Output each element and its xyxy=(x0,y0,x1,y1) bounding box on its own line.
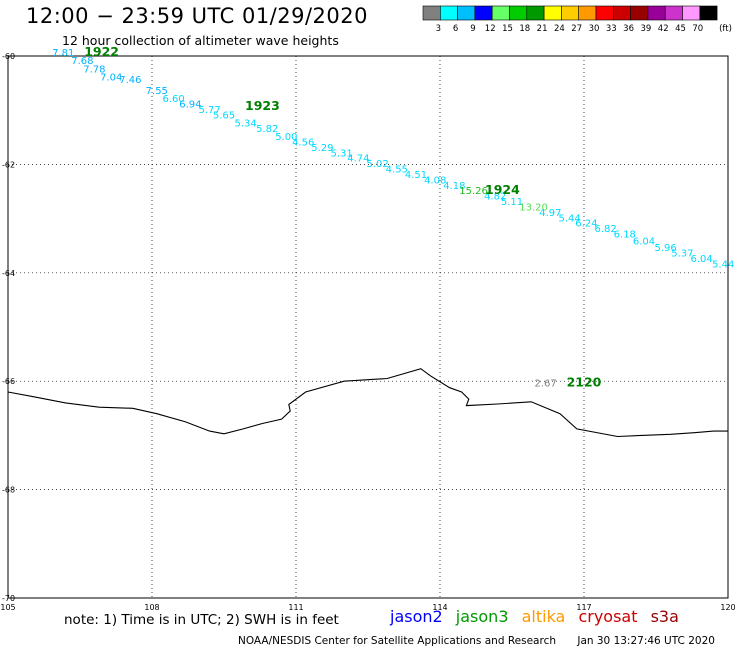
wave-height-label: 6.18 xyxy=(614,230,636,241)
wave-height-label: 5.77 xyxy=(198,105,220,116)
wave-height-label: 4.82 xyxy=(484,192,506,203)
wave-height-label: 7.46 xyxy=(119,75,141,86)
latitude-tick-label: -64 xyxy=(2,269,15,278)
colorbar-label: 9 xyxy=(470,24,475,34)
wave-height-colorbar: 3 6 9 12 15 18 21 24 27 30 33 36 39 42 45 70 (ft) xyxy=(422,5,732,34)
coastline xyxy=(7,368,728,438)
wave-height-label: 7.04 xyxy=(100,72,122,83)
longitude-tick-label: 108 xyxy=(144,603,159,612)
colorbar-bin xyxy=(699,5,718,21)
longitude-tick-label: 105 xyxy=(0,603,15,612)
pass-number-label: 1923 xyxy=(245,98,280,113)
map-grid xyxy=(8,56,728,598)
pass-number-label: 1924 xyxy=(485,182,520,197)
antarctic-coastline xyxy=(7,368,728,438)
map-ticks: 105 108 111 114 117 120 -60 -62 -64 -66 -68 -70 xyxy=(0,52,735,612)
colorbar-label: 6 xyxy=(453,24,458,34)
colorbar-label: 45 xyxy=(675,24,686,34)
wave-height-label: 4.55 xyxy=(386,165,408,176)
wave-height-label: 6.24 xyxy=(575,219,597,230)
wave-height-labels: 7.817.687.787.047.46 7.556.606.945.775.65… xyxy=(52,48,734,390)
wave-height-label: 5.29 xyxy=(311,143,333,154)
pass-number-label: 2120 xyxy=(567,375,602,390)
footer-credit: NOAA/NESDIS Center for Satellite Applica… xyxy=(238,635,715,647)
wave-height-label: 15.26 xyxy=(459,186,488,197)
latitude-tick-label: -68 xyxy=(2,486,15,495)
page-title: 12:00 − 23:59 UTC 01/29/2020 xyxy=(26,4,369,28)
wave-height-label: 7.68 xyxy=(71,56,93,67)
colorbar-label: 36 xyxy=(623,24,634,34)
colorbar-label: 27 xyxy=(571,24,582,34)
colorbar-label: 18 xyxy=(519,24,530,34)
map-frame xyxy=(7,55,729,599)
wave-height-label: 5.82 xyxy=(256,124,278,135)
pass-number-labels: 1922 1923 1924 2120 xyxy=(84,44,601,390)
satellite-s3a: s3a xyxy=(650,607,679,626)
map-border xyxy=(7,55,729,599)
longitude-tick-label: 117 xyxy=(576,603,591,612)
colorbar-label: 33 xyxy=(606,24,617,34)
wave-height-label: 5.00 xyxy=(275,132,297,143)
wave-height-label: 6.04 xyxy=(690,254,712,265)
generated-timestamp: Jan 30 13:27:46 UTC 2020 xyxy=(577,635,715,647)
wave-height-label: 13.20 xyxy=(519,202,548,213)
latitude-tick-label: -60 xyxy=(2,52,15,61)
wave-height-label: 5.02 xyxy=(366,159,388,170)
wave-height-label: 5.11 xyxy=(501,197,523,208)
colorbar-label: 39 xyxy=(640,24,651,34)
wave-height-label: 4.51 xyxy=(405,170,427,181)
wave-height-label: 5.44 xyxy=(558,213,580,224)
satellite-jason2: jason2 xyxy=(390,607,443,626)
longitude-tick-label: 111 xyxy=(288,603,303,612)
wave-height-label: 4.97 xyxy=(539,208,561,219)
latitude-tick-label: -70 xyxy=(2,594,15,603)
wave-height-label: 5.44 xyxy=(712,259,734,270)
wave-height-label: 6.60 xyxy=(162,94,184,105)
wave-height-label: 4.74 xyxy=(347,154,369,165)
wave-height-label: 5.37 xyxy=(671,249,693,260)
colorbar-label: 42 xyxy=(658,24,669,34)
colorbar-unit: (ft) xyxy=(719,24,732,34)
satellite-cryosat: cryosat xyxy=(578,607,638,626)
wave-height-label: 7.55 xyxy=(146,86,168,97)
pass-number-label: 1922 xyxy=(84,44,119,59)
colorbar-label: 12 xyxy=(485,24,496,34)
wave-height-label: 4.08 xyxy=(424,175,446,186)
wave-height-label: 2.67 xyxy=(534,379,556,390)
wave-height-label: 7.81 xyxy=(52,48,74,59)
wave-height-label: 4.18 xyxy=(443,181,465,192)
credit-text: NOAA/NESDIS Center for Satellite Applica… xyxy=(238,635,556,647)
wave-height-label: 5.31 xyxy=(330,148,352,159)
wave-height-label: 5.65 xyxy=(213,110,235,121)
colorbar-label: 21 xyxy=(537,24,548,34)
wave-height-label: 6.04 xyxy=(633,237,655,248)
wave-height-label: 5.34 xyxy=(234,118,256,129)
wave-height-label: 5.96 xyxy=(654,243,676,254)
wave-height-label: 6.82 xyxy=(594,224,616,235)
colorbar-label: 30 xyxy=(589,24,600,34)
satellite-legend: jason2 jason3 altika cryosat s3a xyxy=(390,607,687,626)
latitude-tick-label: -66 xyxy=(2,377,15,386)
longitude-tick-label: 120 xyxy=(720,603,735,612)
colorbar-label: 70 xyxy=(692,24,703,34)
wave-height-label: 4.56 xyxy=(292,137,314,148)
footer-note: note: 1) Time is in UTC; 2) SWH is in fe… xyxy=(64,612,339,628)
page-subtitle: 12 hour collection of altimeter wave hei… xyxy=(62,33,339,48)
colorbar-label: 3 xyxy=(436,24,441,34)
satellite-altika: altika xyxy=(521,607,566,626)
longitude-tick-label: 114 xyxy=(432,603,447,612)
colorbar-label: 24 xyxy=(554,24,565,34)
colorbar-label: 15 xyxy=(502,24,513,34)
satellite-jason3: jason3 xyxy=(455,607,509,626)
wave-height-label: 7.78 xyxy=(83,64,105,75)
wave-height-label: 6.94 xyxy=(179,99,201,110)
latitude-tick-label: -62 xyxy=(2,160,15,169)
